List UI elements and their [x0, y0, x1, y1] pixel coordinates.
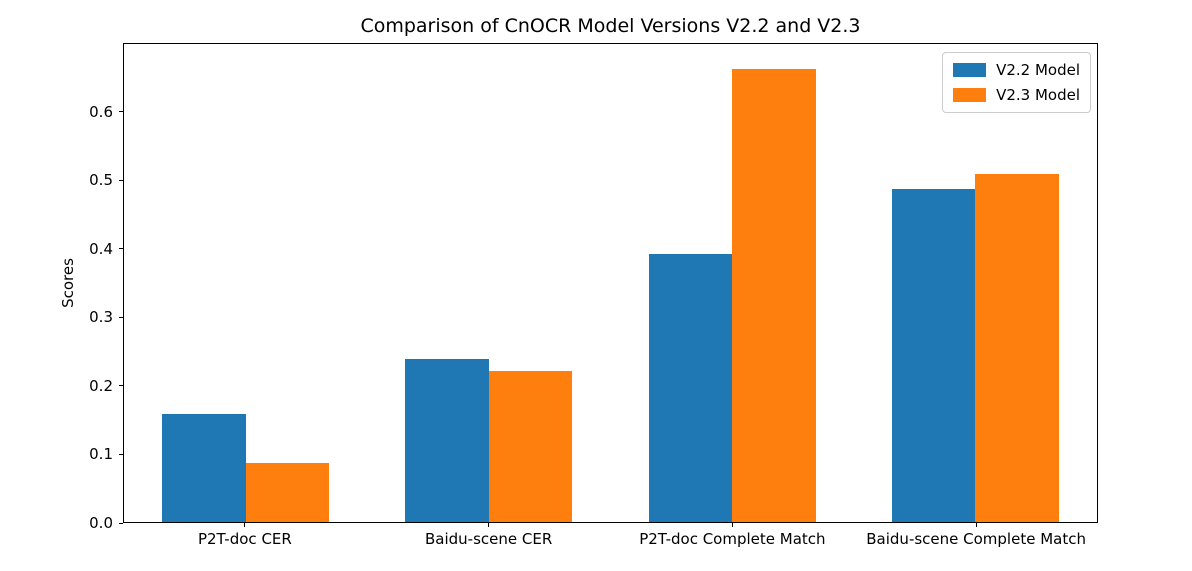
y-tick-label: 0.3	[89, 308, 113, 327]
x-tick-label: P2T-doc Complete Match	[639, 530, 826, 548]
y-tick-label: 0.0	[89, 514, 113, 532]
bar-v2-2-model-p2t-doc-cer	[162, 414, 246, 522]
bar-v2-3-model-p2t-doc-complete-match	[732, 68, 816, 522]
y-tick-0.4: 0.4	[89, 240, 123, 258]
bar-v2-3-model-p2t-doc-cer	[245, 462, 330, 522]
y-tick-mark	[119, 111, 123, 113]
legend-label: V2.3 Model	[996, 86, 1080, 104]
plot-area: V2.2 Model V2.3 Model	[123, 43, 1098, 523]
bar-group-p2t-doc-cer	[124, 44, 367, 522]
y-tick-0.5: 0.5	[89, 171, 123, 189]
chart-title: Comparison of CnOCR Model Versions V2.2 …	[360, 15, 861, 37]
x-tick-p2t-doc-cer: P2T-doc CER	[123, 523, 367, 548]
y-tick-label: 0.6	[89, 102, 113, 121]
bar-v2-2-model-p2t-doc-complete-match	[648, 253, 733, 522]
x-tick-baidu-scene-cer: Baidu-scene CER	[367, 523, 611, 548]
y-axis-ticks: 0.0 0.1 0.2 0.3 0.4 0.5 0.6	[0, 43, 123, 532]
y-tick-label: 0.1	[89, 445, 113, 464]
y-tick-mark	[119, 522, 123, 524]
legend: V2.2 Model V2.3 Model	[942, 52, 1091, 113]
y-tick-mark	[119, 385, 123, 387]
x-tick-baidu-scene-complete-match: Baidu-scene Complete Match	[854, 523, 1098, 548]
y-tick-mark	[119, 248, 123, 250]
x-tick-p2t-doc-complete-match: P2T-doc Complete Match	[611, 523, 855, 548]
legend-entry-v2-2-model: V2.2 Model	[953, 61, 1080, 79]
y-tick-mark	[119, 179, 123, 181]
legend-entry-v2-3-model: V2.3 Model	[953, 86, 1080, 104]
x-tick-mark	[244, 523, 246, 527]
bar-v2-3-model-baidu-scene-complete-match	[975, 173, 1059, 522]
bar-v2-2-model-baidu-scene-complete-match	[891, 189, 976, 522]
y-tick-label: 0.4	[89, 239, 113, 258]
x-tick-label: P2T-doc CER	[197, 530, 292, 548]
y-tick-0.2: 0.2	[89, 377, 123, 395]
bar-v2-3-model-baidu-scene-cer	[488, 371, 573, 522]
y-tick-0.3: 0.3	[89, 308, 123, 326]
y-tick-mark	[119, 453, 123, 455]
bar-group-p2t-doc-complete-match	[611, 44, 854, 522]
x-tick-mark	[975, 523, 977, 527]
y-tick-0.6: 0.6	[89, 103, 123, 121]
legend-swatch	[953, 63, 987, 77]
x-tick-mark	[488, 523, 490, 527]
legend-swatch	[953, 88, 987, 102]
bar-group-baidu-scene-complete-match	[854, 44, 1097, 522]
y-tick-0.1: 0.1	[89, 445, 123, 463]
x-axis-labels: P2T-doc CER Baidu-scene CER P2T-doc Comple…	[123, 523, 1098, 548]
x-tick-label: Baidu-scene CER	[424, 530, 553, 548]
y-tick-label: 0.2	[89, 376, 113, 395]
bar-groups	[124, 44, 1097, 522]
bar-group-baidu-scene-cer	[367, 44, 610, 522]
x-tick-mark	[731, 523, 733, 527]
bar-v2-2-model-baidu-scene-cer	[405, 359, 489, 522]
x-tick-label: Baidu-scene Complete Match	[866, 530, 1086, 548]
legend-label: V2.2 Model	[996, 61, 1080, 79]
y-tick-label: 0.5	[89, 171, 113, 190]
y-tick-0.0: 0.0	[89, 514, 123, 532]
y-tick-mark	[119, 316, 123, 318]
